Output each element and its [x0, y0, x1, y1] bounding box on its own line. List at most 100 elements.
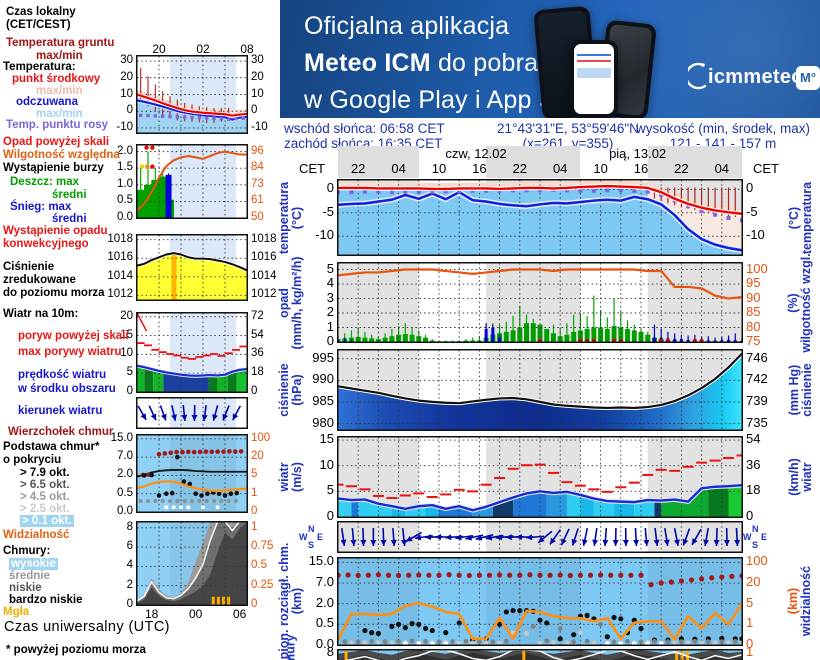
phone-chart-area — [577, 68, 611, 78]
y-tick-right: 18 — [251, 366, 264, 379]
logo-text: icmmeteo — [708, 66, 804, 88]
app-promo-banner[interactable]: Oficjalna aplikacja Meteo ICM do pobrani… — [280, 0, 820, 118]
date-label: pią, 13.02 — [609, 146, 667, 161]
y-tick-left: 8 — [126, 520, 133, 533]
legend-max-porywy-wiatru: max porywy wiatru — [18, 346, 122, 358]
main-wind — [337, 436, 743, 518]
axis-title-line: temperatura — [800, 181, 814, 255]
legend--redni: średni — [52, 189, 87, 201]
axis-title: (mm Hg) ciśnienie — [787, 363, 814, 417]
mini-precip — [136, 144, 248, 219]
y-tick-left: 0.5 — [117, 194, 133, 207]
main-pressure — [337, 349, 743, 431]
y-tick-right: 18 — [746, 482, 761, 498]
y-tick-right: 5 — [746, 594, 754, 610]
y-tick-left: 5 — [126, 366, 133, 379]
legend-podstawa-chmur-: Podstawa chmur* — [3, 441, 100, 453]
phone-screen-3 — [574, 44, 614, 114]
y-tick-right: 75 — [746, 333, 761, 348]
legend-do-poziomu-morza: do poziomu morza — [3, 287, 105, 299]
axis-title: (km) widzialność — [786, 565, 813, 637]
legend-max-min: max/min — [36, 85, 83, 97]
y-tick-right: 0 — [251, 505, 258, 517]
y-tick-right: 54 — [251, 328, 264, 341]
time-tick: 16 — [633, 161, 649, 176]
axis-title: (km/h) wiatr — [787, 458, 814, 496]
coordinates: 21°43'31"E, 53°59'46"N — [497, 121, 639, 136]
phone-mockup-3 — [570, 40, 618, 118]
axis-title-line: (°C) — [290, 206, 304, 230]
y-tick-left: 30 — [120, 54, 133, 67]
mini-pressure — [136, 234, 248, 301]
legend-max-min: max/min — [36, 108, 83, 120]
banner-app-name: Meteo ICM — [304, 49, 431, 77]
y-tick-left: 1.0 — [117, 177, 133, 190]
y-tick-right: 0 — [746, 180, 754, 196]
y-tick-left: 0 — [326, 508, 334, 523]
axis-title-line: widzialność — [799, 565, 813, 637]
y-tick-right: 20 — [746, 574, 761, 589]
y-tick-left: 6 — [126, 540, 133, 553]
y-tick-left: 2 — [326, 304, 334, 319]
axis-title: (°C) temperatura — [787, 181, 814, 255]
y-tick-left: 8 — [326, 643, 334, 659]
y-tick-right: 746 — [746, 349, 768, 365]
y-tick-right: 0 — [251, 104, 258, 117]
time-tick: 04 — [552, 161, 568, 176]
y-tick-left: 1018 — [107, 232, 133, 245]
legend-wyst-pienie-burzy: Wystąpienie burzy — [3, 162, 104, 174]
legend-widzialno-: Widzialność — [3, 529, 70, 541]
axis-title: (%) wilgotność wzgl. — [786, 253, 813, 352]
legend-wierzcho-ek-chmur: Wierzchołek chmur — [8, 426, 114, 438]
y-tick-right: 742 — [746, 371, 768, 387]
legend-temperatura-gruntu: Temperatura gruntu — [6, 37, 115, 49]
y-tick-left: 0.5 — [315, 615, 334, 631]
y-tick-left: 15.0 — [110, 431, 133, 444]
y-tick-right: 95 — [746, 275, 761, 291]
y-tick-right: -10 — [746, 227, 765, 243]
y-tick-left: 7.0 — [117, 450, 133, 463]
legend-kierunek-wiatru: kierunek wiatru — [18, 405, 103, 417]
y-tick-right: 72 — [251, 309, 264, 322]
mini-time-tick: 02 — [196, 42, 210, 56]
y-tick-left: 3 — [326, 289, 334, 305]
time-tick: 22 — [512, 161, 528, 176]
y-tick-left: 10 — [120, 347, 133, 360]
y-tick-right: 20 — [251, 70, 264, 83]
y-tick-left: 15.0 — [308, 553, 334, 569]
y-tick-right: 85 — [746, 304, 761, 319]
compass-letter: N — [752, 524, 759, 534]
y-tick-right: 20 — [251, 450, 264, 463]
axis-title: opad (mm/h, kg/m²/h) — [277, 256, 304, 349]
main-precip — [337, 262, 743, 343]
y-tick-left: -5 — [322, 203, 334, 219]
compass-letter: S — [752, 540, 759, 550]
y-tick-right: 36 — [746, 456, 761, 472]
axis-title: ciśnienie (hPa) — [277, 363, 304, 417]
mini-clouds — [136, 434, 248, 513]
mini-utc-tick: 18 — [144, 607, 159, 621]
time-tick: 16 — [472, 161, 487, 176]
y-tick-left: 1014 — [107, 269, 133, 282]
y-tick-right: 100 — [746, 553, 768, 569]
y-tick-right: 50 — [251, 211, 264, 223]
legend--2-5-okt-: > 2.5 okt. — [20, 503, 70, 515]
mini-time-tick: 08 — [240, 42, 254, 56]
legend-wilgotno-wzgl-dna: Wilgotność względna — [3, 149, 120, 161]
y-tick-right: 96 — [251, 144, 264, 157]
legend-chmury-: Chmury: — [3, 545, 51, 557]
y-tick-left: 2.0 — [315, 594, 334, 610]
compass-letter: W — [299, 532, 308, 542]
y-tick-left: 1016 — [107, 251, 133, 264]
y-tick-right: -5 — [746, 203, 758, 219]
legend-konwekcyjnego: konwekcyjnego — [3, 238, 89, 250]
y-tick-left: 0.5 — [117, 486, 133, 499]
legend-temp-punktu-rosy: Temp. punktu rosy — [6, 119, 109, 131]
y-tick-right: 0 — [746, 636, 754, 651]
legend--6-5-okt-: > 6.5 okt. — [20, 479, 70, 491]
y-tick-right: 0.75 — [251, 540, 274, 553]
y-tick-left: 15 — [120, 328, 133, 341]
mini-wind — [136, 312, 248, 393]
y-tick-left: -10 — [116, 120, 133, 133]
y-tick-right: 73 — [251, 177, 264, 190]
